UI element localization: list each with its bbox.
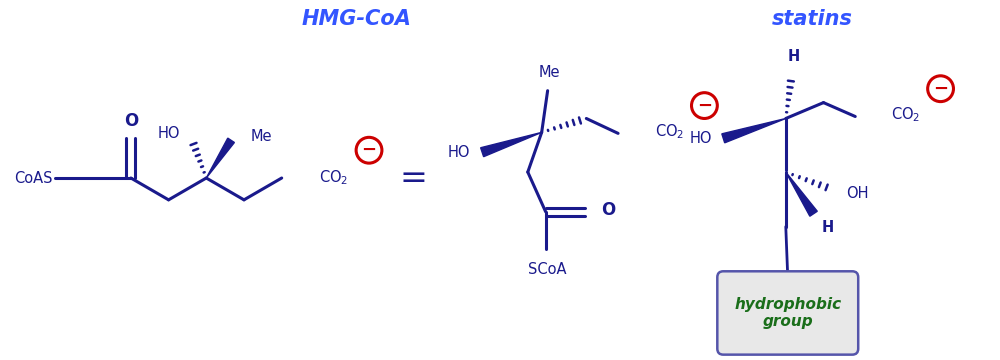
Text: −: − bbox=[361, 141, 377, 159]
Polygon shape bbox=[786, 172, 817, 216]
Text: CO$_2$: CO$_2$ bbox=[655, 122, 684, 141]
Text: −: − bbox=[697, 96, 712, 114]
Text: −: − bbox=[933, 80, 948, 98]
Text: CO$_2$: CO$_2$ bbox=[891, 105, 920, 124]
Polygon shape bbox=[206, 138, 234, 178]
FancyBboxPatch shape bbox=[717, 271, 858, 355]
Text: Me: Me bbox=[251, 129, 272, 144]
Text: O: O bbox=[124, 112, 138, 130]
Text: OH: OH bbox=[846, 186, 868, 201]
Circle shape bbox=[928, 76, 953, 102]
Text: CO$_2$: CO$_2$ bbox=[319, 169, 349, 187]
Text: O: O bbox=[601, 201, 615, 219]
Polygon shape bbox=[722, 118, 786, 143]
Polygon shape bbox=[481, 132, 542, 157]
Text: HO: HO bbox=[689, 131, 712, 146]
Text: statins: statins bbox=[772, 9, 853, 29]
Circle shape bbox=[692, 93, 717, 118]
Text: HO: HO bbox=[448, 145, 471, 160]
Text: H: H bbox=[821, 220, 834, 235]
Text: Me: Me bbox=[539, 65, 560, 80]
Text: HO: HO bbox=[157, 126, 180, 141]
Text: hydrophobic
group: hydrophobic group bbox=[734, 297, 841, 329]
Circle shape bbox=[356, 137, 382, 163]
Text: =: = bbox=[400, 162, 428, 194]
Text: SCoA: SCoA bbox=[528, 262, 567, 277]
Text: H: H bbox=[788, 49, 800, 64]
Text: HMG-CoA: HMG-CoA bbox=[301, 9, 411, 29]
Text: CoAS: CoAS bbox=[14, 171, 53, 185]
